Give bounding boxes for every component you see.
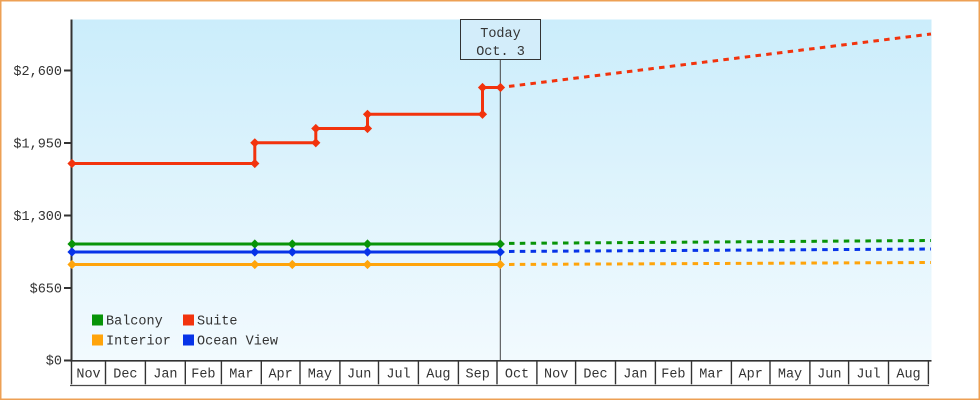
svg-text:Mar: Mar xyxy=(229,368,253,383)
svg-text:$1,300: $1,300 xyxy=(13,210,62,225)
svg-text:Mar: Mar xyxy=(699,368,723,383)
svg-text:Feb: Feb xyxy=(191,368,215,383)
svg-text:Jan: Jan xyxy=(153,368,177,383)
svg-text:Sep: Sep xyxy=(466,368,490,383)
svg-text:Today: Today xyxy=(480,27,521,42)
svg-text:Suite: Suite xyxy=(197,315,238,330)
svg-text:Apr: Apr xyxy=(739,368,763,383)
svg-text:Dec: Dec xyxy=(113,368,137,383)
svg-text:May: May xyxy=(778,368,802,383)
svg-text:Oct. 3: Oct. 3 xyxy=(476,45,525,60)
svg-text:$650: $650 xyxy=(30,283,62,298)
svg-text:Ocean View: Ocean View xyxy=(197,335,278,350)
svg-text:Jul: Jul xyxy=(856,368,880,383)
svg-text:Jan: Jan xyxy=(623,368,647,383)
svg-text:Nov: Nov xyxy=(544,368,568,383)
svg-text:$0: $0 xyxy=(46,355,62,370)
svg-text:Apr: Apr xyxy=(268,368,292,383)
svg-text:Dec: Dec xyxy=(583,368,607,383)
svg-text:Jun: Jun xyxy=(347,368,371,383)
svg-text:Feb: Feb xyxy=(661,368,685,383)
svg-text:May: May xyxy=(308,368,332,383)
svg-text:Interior: Interior xyxy=(106,335,171,350)
svg-text:$1,950: $1,950 xyxy=(13,138,62,153)
svg-text:Aug: Aug xyxy=(896,368,920,383)
svg-text:Aug: Aug xyxy=(426,368,450,383)
svg-text:Oct: Oct xyxy=(505,368,529,383)
svg-text:$2,600: $2,600 xyxy=(13,65,62,80)
svg-text:Jun: Jun xyxy=(817,368,841,383)
svg-text:Balcony: Balcony xyxy=(106,315,163,330)
svg-text:Nov: Nov xyxy=(76,368,100,383)
svg-text:Jul: Jul xyxy=(386,368,410,383)
